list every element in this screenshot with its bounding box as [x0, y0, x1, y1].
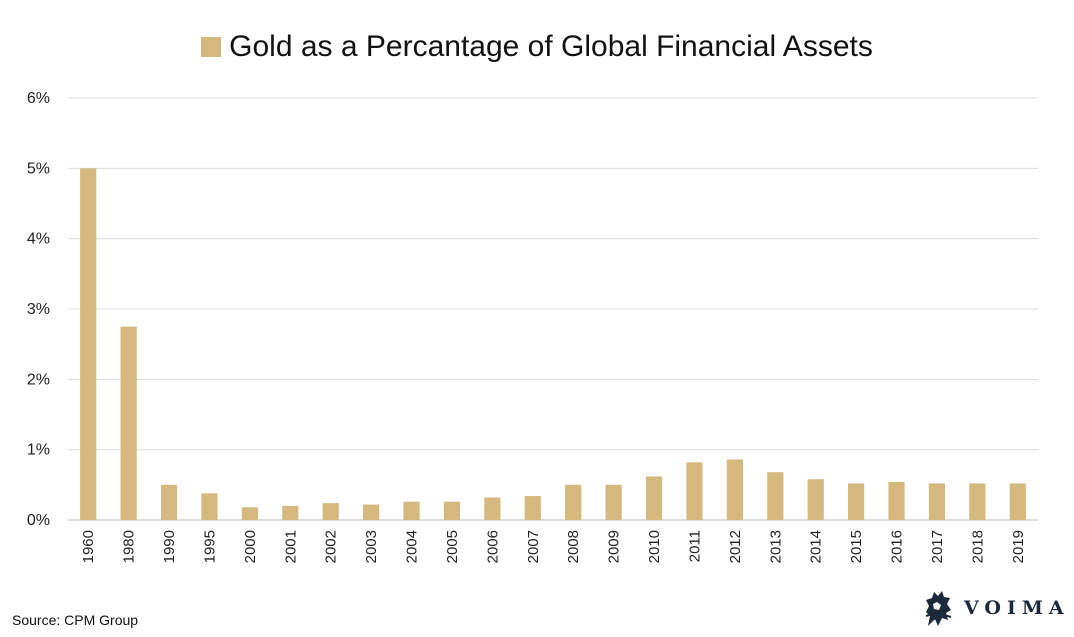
x-tick-label: 2002	[323, 530, 340, 563]
x-tick-label: 1960	[80, 530, 97, 563]
brand-logo: VOIMA	[920, 588, 1070, 628]
x-tick-label: 2010	[646, 530, 663, 563]
legend-label: Gold as a Percantage of Global Financial…	[229, 30, 873, 63]
bar	[645, 476, 663, 520]
y-tick-label: 5%	[27, 160, 50, 177]
x-tick-label: 1990	[161, 530, 178, 563]
bar	[686, 462, 703, 520]
source-note: Source: CPM Group	[12, 612, 139, 628]
y-tick-label: 1%	[27, 442, 50, 459]
bar	[767, 472, 784, 520]
x-tick-label: 2014	[808, 530, 825, 563]
x-tick-label: 2004	[404, 530, 421, 563]
bar	[241, 507, 258, 520]
lion-crest-icon	[925, 591, 952, 626]
bar	[928, 483, 946, 520]
y-tick-label: 4%	[27, 231, 50, 248]
y-tick-label: 0%	[27, 512, 50, 529]
x-tick-label: 2017	[929, 530, 946, 563]
y-tick-label: 2%	[27, 371, 50, 388]
bar	[484, 497, 501, 520]
bar	[726, 459, 743, 520]
chart-legend: Gold as a Percantage of Global Financial…	[0, 30, 1074, 64]
bar	[201, 493, 218, 520]
x-tick-label: 2008	[565, 530, 582, 563]
x-tick-label: 2009	[606, 530, 623, 563]
x-tick-label: 2006	[484, 530, 501, 563]
x-tick-label: 2015	[848, 530, 865, 563]
bar	[80, 168, 97, 521]
x-tick-label: 2019	[1010, 530, 1027, 563]
bar	[363, 504, 380, 520]
x-tick-label: 2011	[686, 530, 703, 562]
x-tick-label: 2018	[969, 530, 986, 563]
x-tick-label: 2007	[525, 530, 542, 563]
bar	[160, 484, 178, 520]
bar	[605, 484, 622, 520]
brand-name: VOIMA	[964, 597, 1070, 619]
x-tick-label: 2000	[242, 530, 259, 563]
bar	[282, 505, 299, 520]
bar	[848, 483, 865, 520]
x-tick-label: 2005	[444, 530, 461, 563]
bar	[403, 501, 420, 520]
x-tick-label: 2013	[767, 530, 784, 563]
bar	[807, 479, 824, 520]
x-tick-label: 2016	[889, 530, 906, 563]
bar	[1009, 483, 1026, 520]
legend-swatch	[201, 37, 222, 57]
x-tick-label: 2003	[363, 530, 380, 563]
bar	[322, 503, 339, 520]
bar	[969, 483, 986, 520]
x-tick-label: 1995	[201, 530, 218, 563]
bar	[888, 482, 905, 520]
bar	[120, 326, 137, 520]
bar	[565, 484, 582, 520]
x-tick-label: 2012	[727, 530, 744, 563]
bar	[524, 496, 541, 520]
y-tick-label: 3%	[27, 301, 50, 318]
x-tick-label: 1980	[121, 530, 138, 563]
bar	[443, 501, 461, 520]
y-tick-label: 6%	[27, 90, 50, 107]
x-tick-label: 2001	[282, 530, 299, 563]
